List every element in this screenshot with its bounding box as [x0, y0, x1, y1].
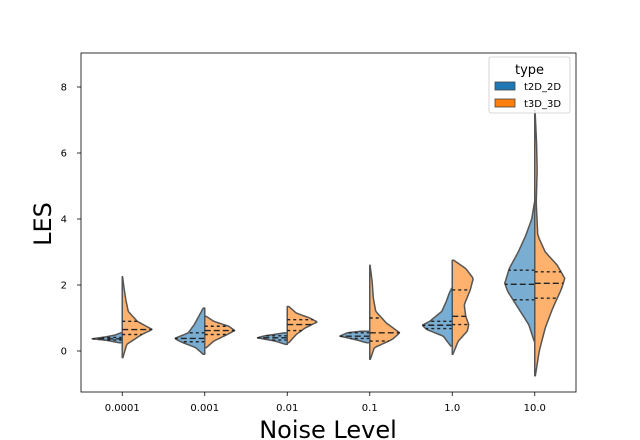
y-tick-label: 0 [61, 347, 67, 358]
x-tick-label: 0.0001 [105, 403, 140, 414]
y-axis-label: LES [29, 202, 57, 246]
violin-t3D_3D-0.001 [204, 315, 236, 349]
y-tick-label: 2 [61, 281, 67, 292]
y-axis: 0 2 4 6 8 [61, 83, 81, 358]
violin-t2D_2D-0.1 [339, 330, 371, 344]
plot-frame [80, 52, 577, 393]
x-tick-label: 1.0 [444, 403, 460, 414]
legend: type t2D_2D t3D_3D [488, 56, 571, 114]
legend-swatch [494, 98, 516, 108]
x-tick-label: 0.001 [190, 403, 219, 414]
x-tick-label: 0.1 [362, 403, 378, 414]
legend-title: type [515, 63, 544, 78]
x-tick-label: 10.0 [524, 403, 546, 414]
x-axis-label: Noise Level [259, 416, 397, 440]
x-axis: 0.0001 0.001 0.01 0.1 1.0 10.0 [105, 392, 546, 414]
legend-entry-label: t3D_3D [524, 99, 561, 110]
y-tick-label: 8 [61, 83, 67, 94]
legend-swatch [494, 81, 516, 91]
violin-t2D_2D-1.0 [422, 287, 453, 347]
violin-t2D_2D-10.0 [504, 201, 536, 342]
y-tick-label: 4 [61, 215, 67, 226]
violin-t2D_2D-0.01 [256, 332, 288, 346]
legend-entry-label: t2D_2D [524, 82, 561, 93]
violin-t3D_3D-0.1 [369, 264, 401, 360]
violin-t2D_2D-0.001 [174, 307, 206, 356]
violin-t3D_3D-1.0 [451, 259, 474, 356]
y-tick-label: 6 [61, 149, 67, 160]
violin-t3D_3D-10.0 [534, 109, 566, 377]
violin-t3D_3D-0.0001 [121, 276, 153, 359]
x-tick-label: 0.01 [276, 403, 298, 414]
violin-group [91, 109, 566, 377]
